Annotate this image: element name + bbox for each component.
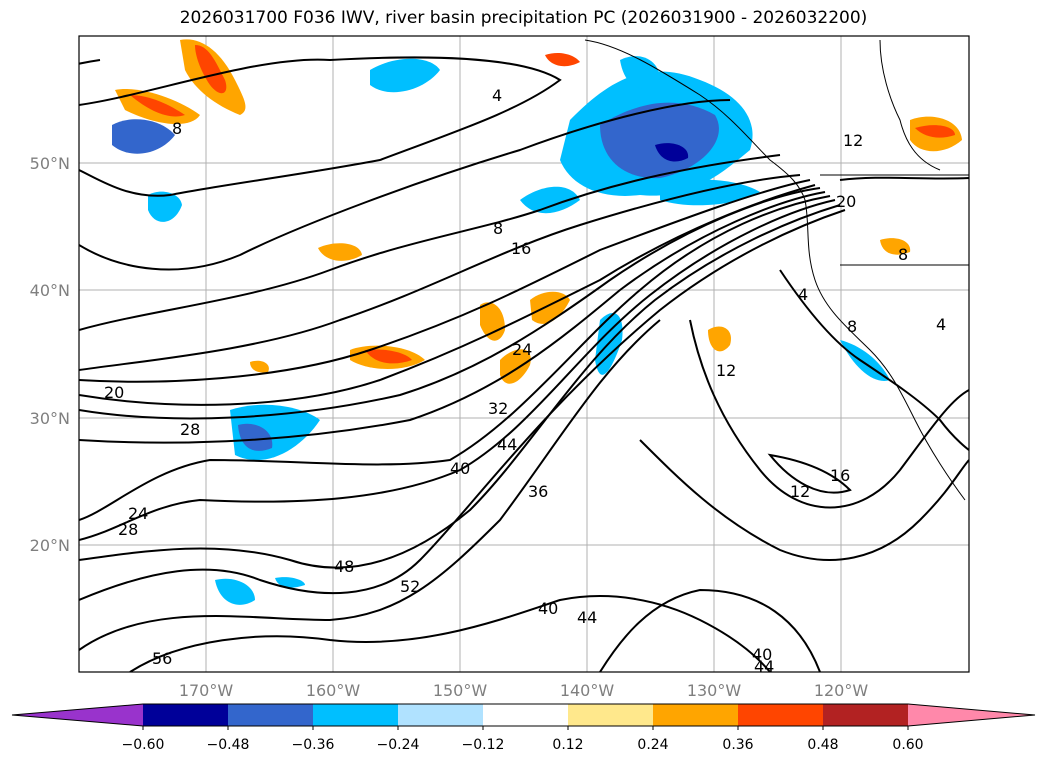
colorbar-tick-label: 0.36: [722, 737, 753, 753]
contour-label: 20: [104, 383, 124, 402]
colorbar-segment: [313, 704, 398, 726]
contour-label: 16: [830, 466, 850, 485]
lat-axis: 50°N 40°N 30°N 20°N: [30, 154, 70, 555]
lat-label: 40°N: [30, 281, 70, 300]
lat-label: 30°N: [30, 409, 70, 428]
lat-label: 20°N: [30, 536, 70, 555]
contour-label: 8: [847, 317, 857, 336]
contour-label: 16: [511, 239, 531, 258]
colorbar-segment: [483, 704, 568, 726]
colorbar-tick-label: 0.12: [552, 737, 583, 753]
colorbar-extend-right: [908, 704, 1035, 726]
colorbar-segment: [398, 704, 483, 726]
colorbar-segment: [143, 704, 228, 726]
lon-label: 130°W: [687, 681, 742, 700]
contour-label: 24: [128, 504, 148, 523]
contour-label: 24: [512, 340, 532, 359]
contour-label: 32: [488, 399, 508, 418]
contour-label: 4: [492, 86, 502, 105]
lon-label: 150°W: [433, 681, 488, 700]
colorbar-segment: [738, 704, 823, 726]
lon-label: 160°W: [306, 681, 361, 700]
contour-label: 4: [798, 285, 808, 304]
lon-label: 120°W: [814, 681, 869, 700]
contour-label: 36: [528, 482, 548, 501]
contour-label: 20: [836, 192, 856, 211]
colorbar-tick-label: −0.24: [377, 737, 420, 753]
contour-label: 8: [898, 245, 908, 264]
contour-label: 28: [180, 420, 200, 439]
colorbar-tick-label: 0.24: [637, 737, 668, 753]
colorbar-tick-label: 0.48: [807, 737, 838, 753]
colorbar-segment: [228, 704, 313, 726]
lon-label: 170°W: [179, 681, 234, 700]
colorbar-segment: [823, 704, 908, 726]
colorbar: −0.60 −0.48 −0.36 −0.24 −0.12 0.12 0.24 0.36 0.4…: [11, 703, 1036, 753]
lon-label: 140°W: [560, 681, 615, 700]
map-title: 2026031700 F036 IWV, river basin precipi…: [179, 8, 868, 28]
contour-label: 40: [752, 645, 772, 664]
colorbar-tick-label: −0.60: [122, 737, 165, 753]
iwv-contours: [79, 56, 969, 672]
colorbar-extend-left: [12, 704, 143, 726]
contour-label: 40: [538, 599, 558, 618]
contour-label: 40: [450, 459, 470, 478]
contour-label: 44: [577, 608, 597, 627]
precip-shading: [112, 39, 962, 605]
colorbar-tick-label: −0.36: [292, 737, 335, 753]
contour-label: 28: [118, 520, 138, 539]
contour-label: 4: [936, 315, 946, 334]
contour-label: 8: [172, 119, 182, 138]
contour-label-group: 8 4 8 16 20 28 24 28 32 24 44 40 36 48 5…: [104, 86, 946, 676]
contour-label: 48: [334, 557, 354, 576]
contour-label: 12: [716, 361, 736, 380]
contour-label: 44: [497, 435, 517, 454]
coastline: [584, 39, 969, 501]
colorbar-tick-label: −0.12: [462, 737, 505, 753]
map-border: [78, 35, 970, 673]
contour-label: 8: [493, 219, 503, 238]
lon-axis: 170°W 160°W 150°W 140°W 130°W 120°W: [179, 681, 869, 700]
colorbar-segment: [568, 704, 653, 726]
lat-label: 50°N: [30, 154, 70, 173]
contour-label: 12: [790, 482, 810, 501]
contour-label: 44: [754, 657, 774, 676]
contour-label: 12: [843, 131, 863, 150]
contour-label: 56: [152, 649, 172, 668]
colorbar-segment: [653, 704, 738, 726]
colorbar-tick-label: 0.60: [892, 737, 923, 753]
contour-label: 52: [400, 577, 420, 596]
colorbar-tick-label: −0.48: [207, 737, 250, 753]
